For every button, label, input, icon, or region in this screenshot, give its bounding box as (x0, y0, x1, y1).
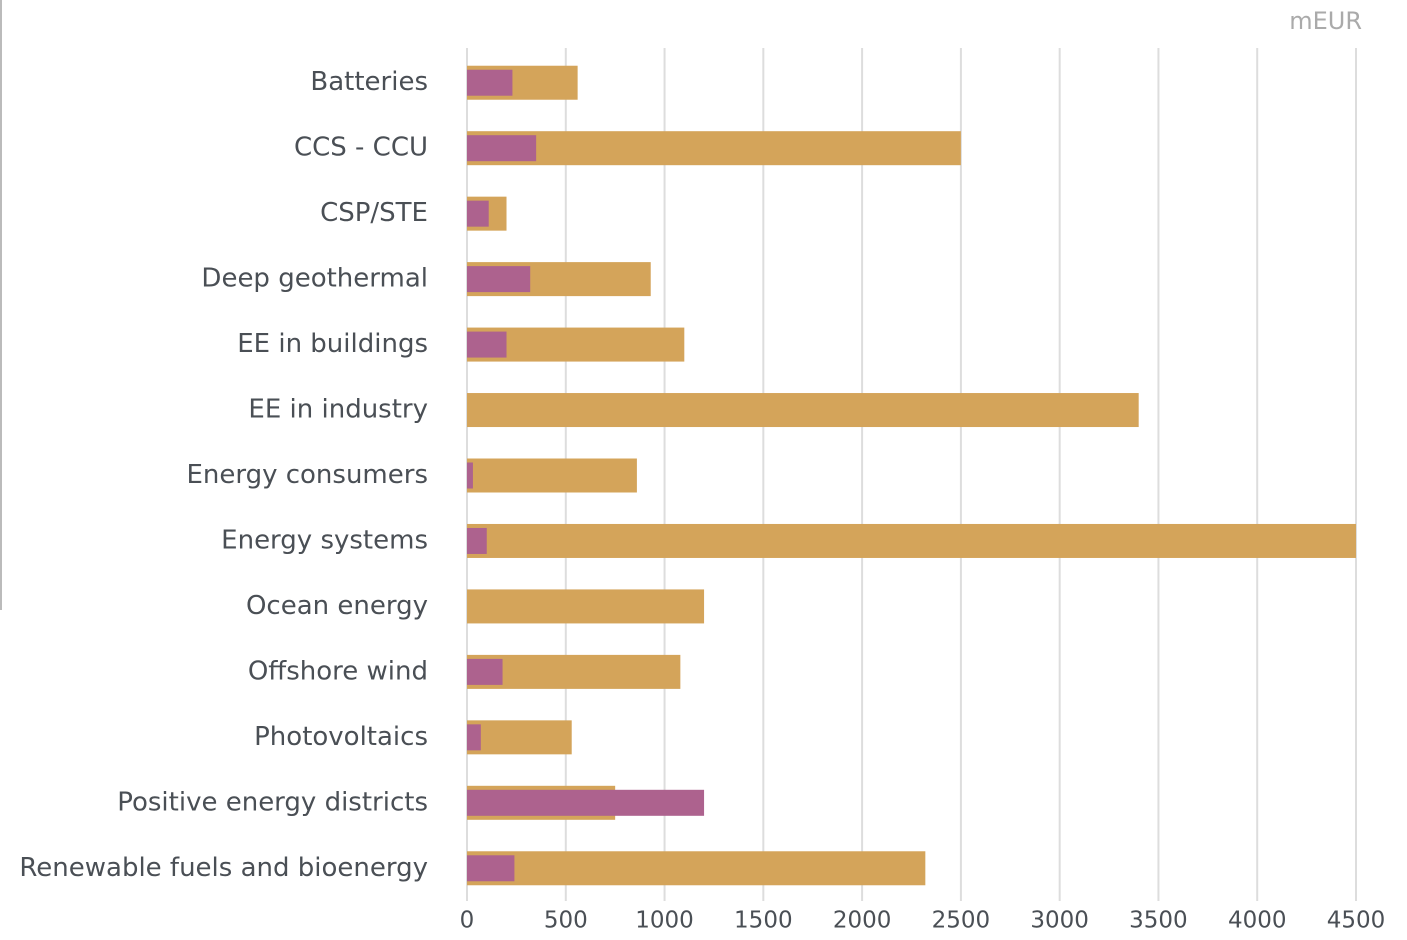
x-tick-label: 500 (544, 908, 588, 934)
bar (467, 855, 515, 882)
unit-label: mEUR (1289, 7, 1362, 35)
bar (467, 724, 481, 751)
x-tick-label: 1500 (734, 908, 793, 934)
bar (467, 131, 961, 166)
bar (467, 462, 473, 489)
bar (467, 458, 637, 493)
y-tick-label: Energy systems (221, 525, 428, 555)
bar (467, 69, 513, 96)
bar (467, 393, 1139, 428)
bar (467, 523, 1356, 558)
y-tick-label: Ocean energy (246, 591, 428, 621)
y-tick-label: Energy consumers (186, 460, 428, 490)
y-tick-label: Batteries (310, 67, 428, 97)
y-tick-label: EE in industry (248, 395, 428, 425)
bar (467, 789, 705, 816)
y-tick-label: EE in buildings (237, 329, 428, 359)
x-tick-label: 1000 (635, 908, 694, 934)
y-tick-label: CCS - CCU (294, 133, 428, 163)
bar (467, 135, 537, 162)
x-tick-label: 2000 (833, 908, 892, 934)
y-tick-label: Photovoltaics (254, 722, 428, 752)
bar (467, 266, 531, 293)
x-tick-label: 4000 (1228, 908, 1287, 934)
bar (467, 720, 572, 755)
y-tick-label: Offshore wind (248, 656, 428, 686)
bar (467, 527, 487, 554)
x-tick-label: 0 (460, 908, 475, 934)
bar (467, 331, 507, 358)
bar (467, 658, 503, 685)
x-tick-label: 3000 (1030, 908, 1089, 934)
bar (467, 851, 926, 886)
x-tick-label: 3500 (1129, 908, 1188, 934)
x-tick-label: 2500 (932, 908, 991, 934)
bar (467, 589, 705, 624)
y-tick-label: Positive energy districts (117, 787, 428, 817)
y-tick-label: Deep geothermal (201, 264, 428, 294)
y-tick-label: Renewable fuels and bioenergy (19, 853, 428, 883)
y-tick-label: CSP/STE (320, 198, 428, 228)
x-tick-label: 4500 (1327, 908, 1386, 934)
bar (467, 200, 489, 227)
